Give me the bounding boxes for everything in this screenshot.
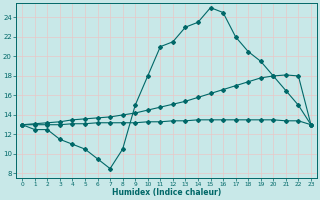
X-axis label: Humidex (Indice chaleur): Humidex (Indice chaleur): [112, 188, 221, 197]
